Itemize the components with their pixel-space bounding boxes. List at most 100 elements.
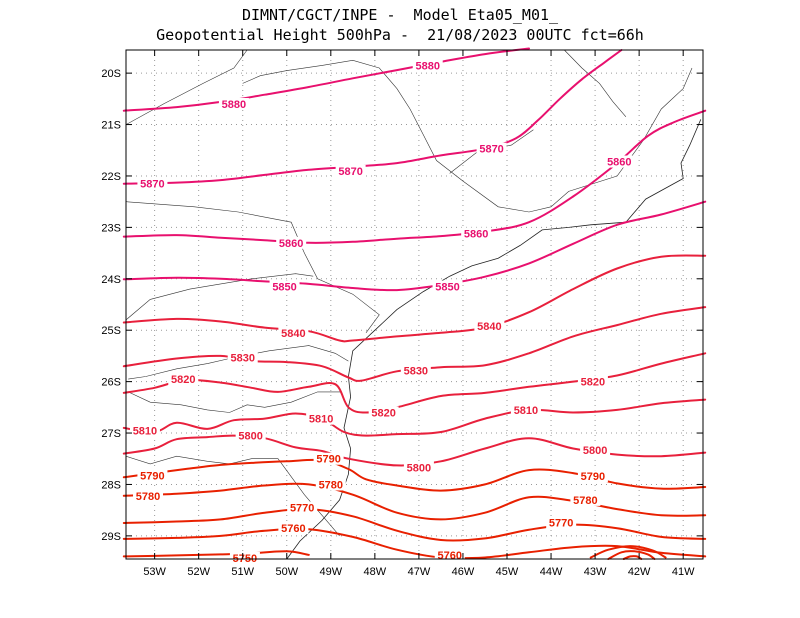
- contour-5810: [122, 398, 707, 437]
- contour-label-bg: [403, 461, 434, 474]
- contour-label-bg: [276, 236, 307, 249]
- contour-label: 5820: [371, 407, 395, 419]
- contour-label: 5790: [316, 454, 340, 466]
- contour-5850: [122, 200, 707, 292]
- contour-label-bg: [412, 59, 443, 72]
- contour-label: 5810: [514, 405, 538, 417]
- state-border-5: [125, 49, 248, 125]
- contour-label: 5820: [171, 374, 195, 386]
- x-tick-label: 41W: [672, 566, 695, 578]
- x-tick-label: 42W: [628, 566, 651, 578]
- contour-label-bg: [129, 424, 160, 437]
- contour-5740: [589, 545, 667, 559]
- contour-label-bg: [235, 429, 266, 442]
- x-tick-label: 49W: [320, 566, 343, 578]
- y-tick-label: 24S: [101, 274, 121, 286]
- x-tick-label: 50W: [275, 566, 298, 578]
- contour-label: 5820: [581, 377, 605, 389]
- y-tick-label: 20S: [101, 68, 121, 80]
- contour-label: 5810: [133, 425, 157, 437]
- y-tick-label: 26S: [101, 377, 121, 389]
- contour-label: 5780: [136, 491, 160, 503]
- contour-label: 5880: [222, 99, 246, 111]
- contour-5880: [122, 47, 530, 112]
- contour-label-bg: [432, 280, 463, 293]
- state-border-7: [564, 49, 627, 117]
- axis-ticks: 53W 52W 51W 50W 49W 48W 47W 46W 45W 44W 43W 42W 41W 2…: [101, 50, 703, 578]
- state-border-2: [125, 201, 380, 333]
- contour-label-bg: [577, 375, 608, 388]
- y-tick-label: 28S: [101, 479, 121, 491]
- contour-label: 5860: [464, 229, 488, 241]
- contour-label: 5780: [319, 479, 343, 491]
- contour-label-bg: [227, 351, 258, 364]
- contour-label-bg: [546, 516, 577, 529]
- contour-label-bg: [476, 142, 507, 155]
- contour-label: 5760: [437, 550, 461, 562]
- y-tick-label: 21S: [101, 120, 121, 132]
- contour-label: 5870: [140, 179, 164, 191]
- contour-label-bg: [474, 320, 505, 333]
- contour-5730: [607, 550, 656, 560]
- x-tick-label: 47W: [408, 566, 431, 578]
- contour-label: 5770: [549, 517, 573, 529]
- state-border-3: [125, 273, 314, 321]
- contour-label: 5790: [581, 471, 605, 483]
- contour-label: 5850: [272, 282, 296, 294]
- contour-label: 5840: [281, 328, 305, 340]
- contour-label: 5760: [281, 523, 305, 535]
- contour-5780: [122, 482, 707, 521]
- contour-label: 5790: [140, 471, 164, 483]
- contour-label-bg: [137, 469, 168, 482]
- contour-label: 5770: [290, 503, 314, 515]
- contour-label: 5800: [238, 431, 262, 443]
- contour-label-bg: [368, 406, 399, 419]
- contour-label-bg: [434, 548, 465, 561]
- y-tick-label: 25S: [101, 325, 121, 337]
- contour-label-bg: [604, 155, 635, 168]
- contour-lines: [122, 47, 707, 560]
- x-tick-label: 46W: [452, 566, 475, 578]
- contour-label: 5810: [309, 414, 333, 426]
- contour-label-bg: [570, 493, 601, 506]
- contour-5870: [122, 49, 623, 185]
- contour-label-bg: [315, 478, 346, 491]
- y-tick-label: 27S: [101, 428, 121, 440]
- x-tick-label: 43W: [584, 566, 607, 578]
- contour-5800: [122, 434, 707, 467]
- state-border-4: [242, 59, 693, 213]
- contour-label: 5830: [230, 352, 254, 364]
- y-tick-label: 22S: [101, 171, 121, 183]
- chart-title-line-2: Geopotential Height 500hPa - 21/08/2023 …: [156, 26, 644, 44]
- x-tick-label: 45W: [496, 566, 519, 578]
- contour-label-bg: [269, 280, 300, 293]
- contour-5770: [122, 508, 707, 542]
- contour-5820: [122, 352, 707, 414]
- state-border-0: [128, 391, 342, 413]
- x-tick-label: 52W: [187, 566, 210, 578]
- contour-label: 5850: [435, 282, 459, 294]
- contour-label-bg: [229, 551, 260, 564]
- contour-5860: [122, 109, 707, 244]
- contour-label-bg: [461, 227, 492, 240]
- contour-label-bg: [278, 326, 309, 339]
- contour-label-bg: [580, 444, 611, 457]
- contour-label-bg: [168, 373, 199, 386]
- contour-5840: [122, 254, 707, 343]
- contour-label-bg: [218, 97, 249, 110]
- x-tick-label: 51W: [231, 566, 254, 578]
- contour-label: 5860: [279, 238, 303, 250]
- contour-labels: 5880 5880 5870 5870 5870 5860 5860 5860 5850 5850…: [129, 59, 635, 565]
- contour-label: 5880: [415, 60, 439, 72]
- contour-5750: [122, 550, 310, 558]
- contour-label: 5860: [607, 157, 631, 169]
- contour-label-bg: [400, 364, 431, 377]
- contour-label: 5800: [407, 462, 431, 474]
- contour-label: 5830: [404, 365, 428, 377]
- contour-label-bg: [278, 522, 309, 535]
- contour-label-bg: [133, 489, 164, 502]
- contour-label-bg: [287, 501, 318, 514]
- plot-frame: [125, 49, 704, 560]
- contour-label: 5840: [477, 321, 501, 333]
- contour-label: 5870: [479, 144, 503, 156]
